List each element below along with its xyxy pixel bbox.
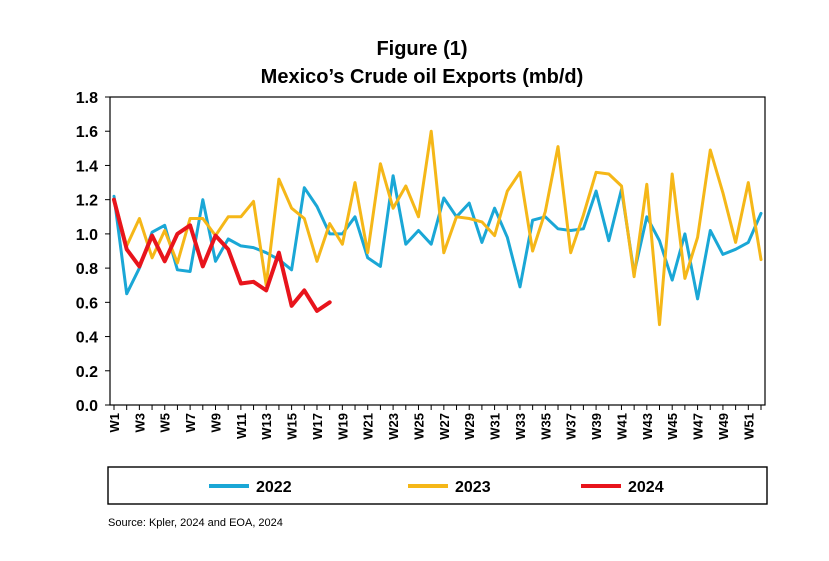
x-tick-label: W31 [488,413,503,440]
x-tick-label: W25 [411,413,426,440]
y-tick-label: 0.0 [76,398,98,415]
x-tick-label: W29 [462,413,477,440]
x-tick-label: W5 [158,413,173,433]
x-tick-label: W43 [640,413,655,440]
x-tick-label: W3 [132,413,147,433]
x-tick-label: W9 [208,413,223,433]
y-tick-label: 0.6 [76,295,98,312]
chart-title: Figure (1) [376,38,467,60]
x-tick-label: W35 [538,413,553,440]
x-axis: W1 W3 W5 W7 W9 W11 W13 W15 W17 W19 W21 W23 W25 W27 W29… [107,405,762,440]
x-tick-label: W45 [665,413,680,440]
y-tick-label: 1.8 [76,90,98,107]
y-tick-label: 0.2 [76,364,98,381]
legend-label-2022: 2022 [256,479,292,496]
x-tick-label: W49 [716,413,731,440]
y-tick-label: 1.6 [76,124,98,141]
x-tick-label: W7 [183,413,198,433]
chart-subtitle: Mexico’s Crude oil Exports (mb/d) [261,66,584,88]
x-tick-label: W13 [259,413,274,440]
x-tick-label: W1 [107,413,122,433]
x-tick-label: W41 [614,413,629,440]
y-tick-label: 1.2 [76,193,98,210]
y-axis: 0.0 0.2 0.4 0.6 0.8 1.0 1.2 1.4 1.6 1.8 [76,90,110,415]
legend-label-2023: 2023 [455,479,491,496]
plot-area [109,96,766,406]
series-line-2024 [112,197,332,313]
series-group [112,129,763,327]
legend-label-2024: 2024 [628,479,664,496]
x-tick-label: W23 [386,413,401,440]
x-tick-label: W15 [285,413,300,440]
x-tick-label: W27 [437,413,452,440]
x-tick-label: W11 [234,413,249,439]
x-tick-label: W19 [335,413,350,440]
y-tick-label: 0.8 [76,261,98,278]
x-tick-label: W21 [361,413,376,440]
x-tick-label: W51 [741,413,756,440]
x-tick-label: W39 [589,413,604,440]
x-tick-label: W17 [310,413,325,440]
x-tick-label: W47 [691,413,706,440]
x-tick-label: W33 [513,413,528,440]
source-note: Source: Kpler, 2024 and EOA, 2024 [108,517,283,529]
y-tick-label: 1.4 [76,158,98,175]
y-tick-label: 0.4 [76,330,98,347]
y-tick-label: 1.0 [76,227,98,244]
series-line-2023 [112,129,763,327]
x-tick-label: W37 [564,413,579,440]
legend-entries: 2022 2023 2024 [209,479,664,496]
series-line-2022 [112,174,763,301]
